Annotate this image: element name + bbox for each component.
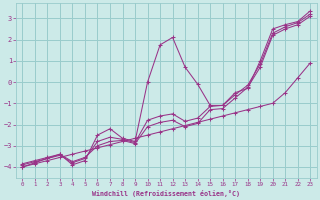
X-axis label: Windchill (Refroidissement éolien,°C): Windchill (Refroidissement éolien,°C) (92, 190, 240, 197)
